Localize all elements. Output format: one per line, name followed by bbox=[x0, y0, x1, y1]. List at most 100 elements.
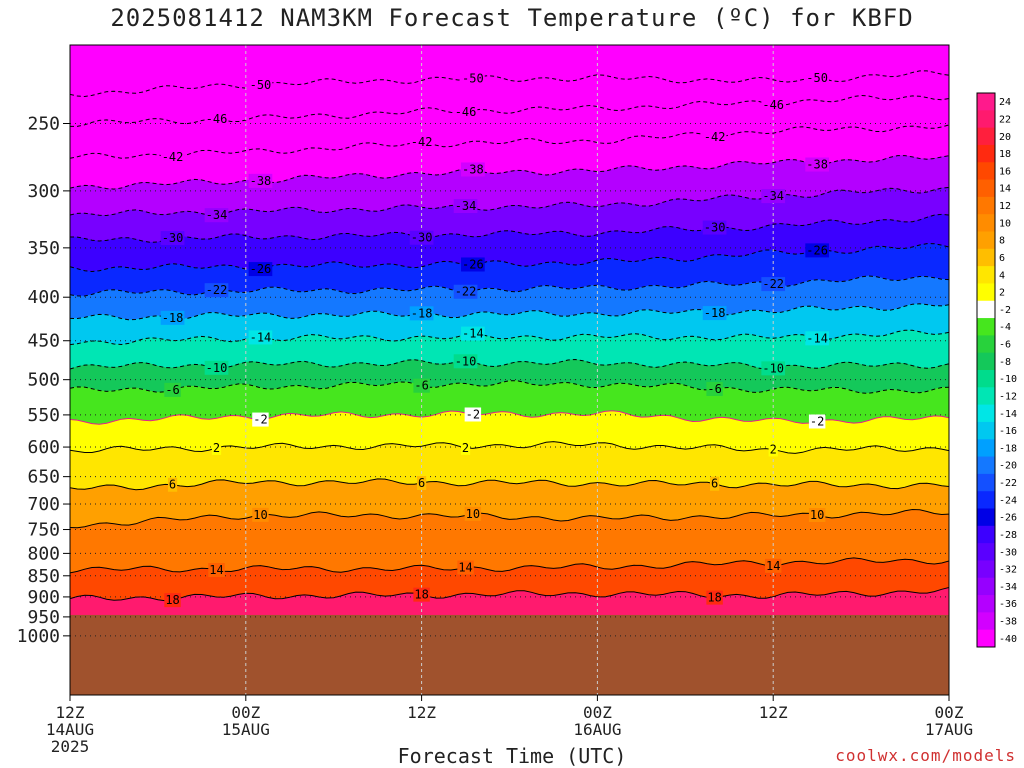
contour-label: 10 bbox=[466, 507, 480, 521]
contour-label-bg bbox=[409, 230, 434, 245]
x-tick-label: 16AUG bbox=[573, 720, 621, 739]
contour-label: -14 bbox=[806, 331, 828, 345]
y-tick-label: 750 bbox=[27, 520, 60, 541]
y-tick-label: 900 bbox=[27, 587, 60, 608]
contour-label-bg bbox=[453, 284, 478, 299]
contour-label-bg bbox=[764, 558, 782, 573]
contour-label-bg bbox=[761, 189, 786, 204]
colorbar-swatch bbox=[977, 179, 995, 198]
colorbar-label: 14 bbox=[999, 184, 1011, 195]
colorbar-swatch bbox=[977, 439, 995, 458]
colorbar-swatch bbox=[977, 283, 995, 302]
colorbar-label: 4 bbox=[999, 270, 1005, 281]
colorbar-label: -30 bbox=[999, 547, 1017, 558]
colorbar-swatch bbox=[977, 473, 995, 492]
contour--42 bbox=[70, 124, 949, 159]
y-tick-label: 700 bbox=[27, 494, 60, 515]
contour-label-bg bbox=[461, 71, 485, 86]
contour-label-bg bbox=[208, 563, 225, 578]
contour-label-bg bbox=[453, 104, 478, 119]
x-tick-label: 14AUG bbox=[46, 720, 94, 739]
chart-title: 2025081412 NAM3KM Forecast Temperature (… bbox=[110, 4, 914, 32]
contour-label: 6 bbox=[418, 476, 425, 490]
contour-label-bg bbox=[761, 277, 786, 292]
contour-label: 10 bbox=[810, 508, 824, 522]
contour-label-bg bbox=[248, 330, 273, 345]
y-tick-label: 350 bbox=[27, 238, 60, 259]
contour-label: -10 bbox=[762, 361, 784, 375]
colorbar-swatch bbox=[977, 629, 995, 648]
contour-label: -26 bbox=[250, 262, 272, 276]
colorbar-label: 16 bbox=[999, 166, 1011, 177]
colorbar-label: -2 bbox=[999, 305, 1011, 316]
contour-label: 2 bbox=[770, 443, 777, 457]
contour-label: -50 bbox=[806, 71, 828, 85]
contour-label: 2 bbox=[462, 441, 469, 455]
colorbar-label: -12 bbox=[999, 391, 1017, 402]
y-tick-label: 500 bbox=[27, 370, 60, 391]
colorbar-label: 12 bbox=[999, 201, 1011, 212]
contour-label-bg bbox=[248, 78, 273, 93]
colorbar-label: -40 bbox=[999, 634, 1017, 645]
contour-label: 18 bbox=[414, 588, 428, 602]
contour--18 bbox=[70, 303, 949, 321]
contour-label: 14 bbox=[458, 561, 472, 575]
x-tick-label: 00Z bbox=[583, 703, 612, 722]
contour-label: -22 bbox=[762, 277, 784, 291]
contour-label: 14 bbox=[209, 563, 223, 577]
colorbar-swatch bbox=[977, 595, 995, 613]
colorbar-label: -26 bbox=[999, 513, 1017, 524]
contour-label-bg bbox=[409, 306, 434, 321]
temperature-fill bbox=[70, 45, 949, 695]
contour-label-bg bbox=[204, 208, 229, 223]
contour-label: -34 bbox=[206, 208, 228, 222]
y-tick-label: 800 bbox=[27, 543, 60, 564]
contour-label: -18 bbox=[704, 306, 726, 320]
contour-label-bg bbox=[461, 257, 485, 272]
contour-label: -38 bbox=[250, 174, 272, 188]
contour-label-bg bbox=[252, 412, 269, 427]
contour-label-bg bbox=[413, 587, 430, 602]
contour-label: -6 bbox=[707, 382, 721, 396]
contour-label: -26 bbox=[806, 243, 828, 257]
colorbar-label: 18 bbox=[999, 149, 1011, 160]
contour-label-bg bbox=[460, 440, 471, 455]
x-tick-label: 17AUG bbox=[925, 720, 973, 739]
colorbar-label: 20 bbox=[999, 132, 1011, 143]
y-tick-label: 950 bbox=[27, 607, 60, 628]
contour-label: -34 bbox=[762, 189, 784, 203]
contour-label-bg bbox=[160, 150, 185, 165]
contour-label: -30 bbox=[162, 231, 184, 245]
credit-link[interactable]: coolwx.com/models bbox=[835, 746, 1016, 765]
contour-label-bg bbox=[805, 331, 829, 346]
contour-label: 10 bbox=[253, 508, 267, 522]
contour-label: -2 bbox=[466, 407, 480, 421]
contour-10 bbox=[70, 508, 949, 529]
ground-fill bbox=[70, 614, 949, 695]
colorbar-swatch bbox=[977, 110, 995, 129]
y-tick-label: 400 bbox=[27, 287, 60, 308]
contour-label: -38 bbox=[806, 158, 828, 172]
contour-label-bg bbox=[805, 157, 829, 172]
colorbar-label: 6 bbox=[999, 253, 1005, 264]
contour-label-bg bbox=[164, 382, 181, 397]
colorbar-label: -4 bbox=[999, 322, 1011, 333]
contour-label: 6 bbox=[169, 478, 176, 492]
colorbar-swatch bbox=[977, 577, 995, 596]
contour-label-bg bbox=[805, 71, 829, 86]
contour-label-bg bbox=[461, 162, 485, 177]
contour--38 bbox=[70, 155, 949, 190]
contour-label: -26 bbox=[462, 257, 484, 271]
contour-label-bg bbox=[160, 310, 185, 325]
x-tick-label: 12Z bbox=[759, 703, 788, 722]
contour-label: -46 bbox=[762, 98, 784, 112]
contour--50 bbox=[70, 70, 949, 98]
contour-label: -42 bbox=[411, 135, 433, 149]
contour-label: 18 bbox=[707, 591, 721, 605]
contour-label-bg bbox=[160, 231, 185, 246]
contour--6 bbox=[70, 380, 949, 394]
contour-label-bg bbox=[808, 414, 826, 429]
contour-label: 18 bbox=[165, 593, 179, 607]
contour-label-bg bbox=[805, 243, 829, 258]
contour-label: -18 bbox=[411, 306, 433, 320]
